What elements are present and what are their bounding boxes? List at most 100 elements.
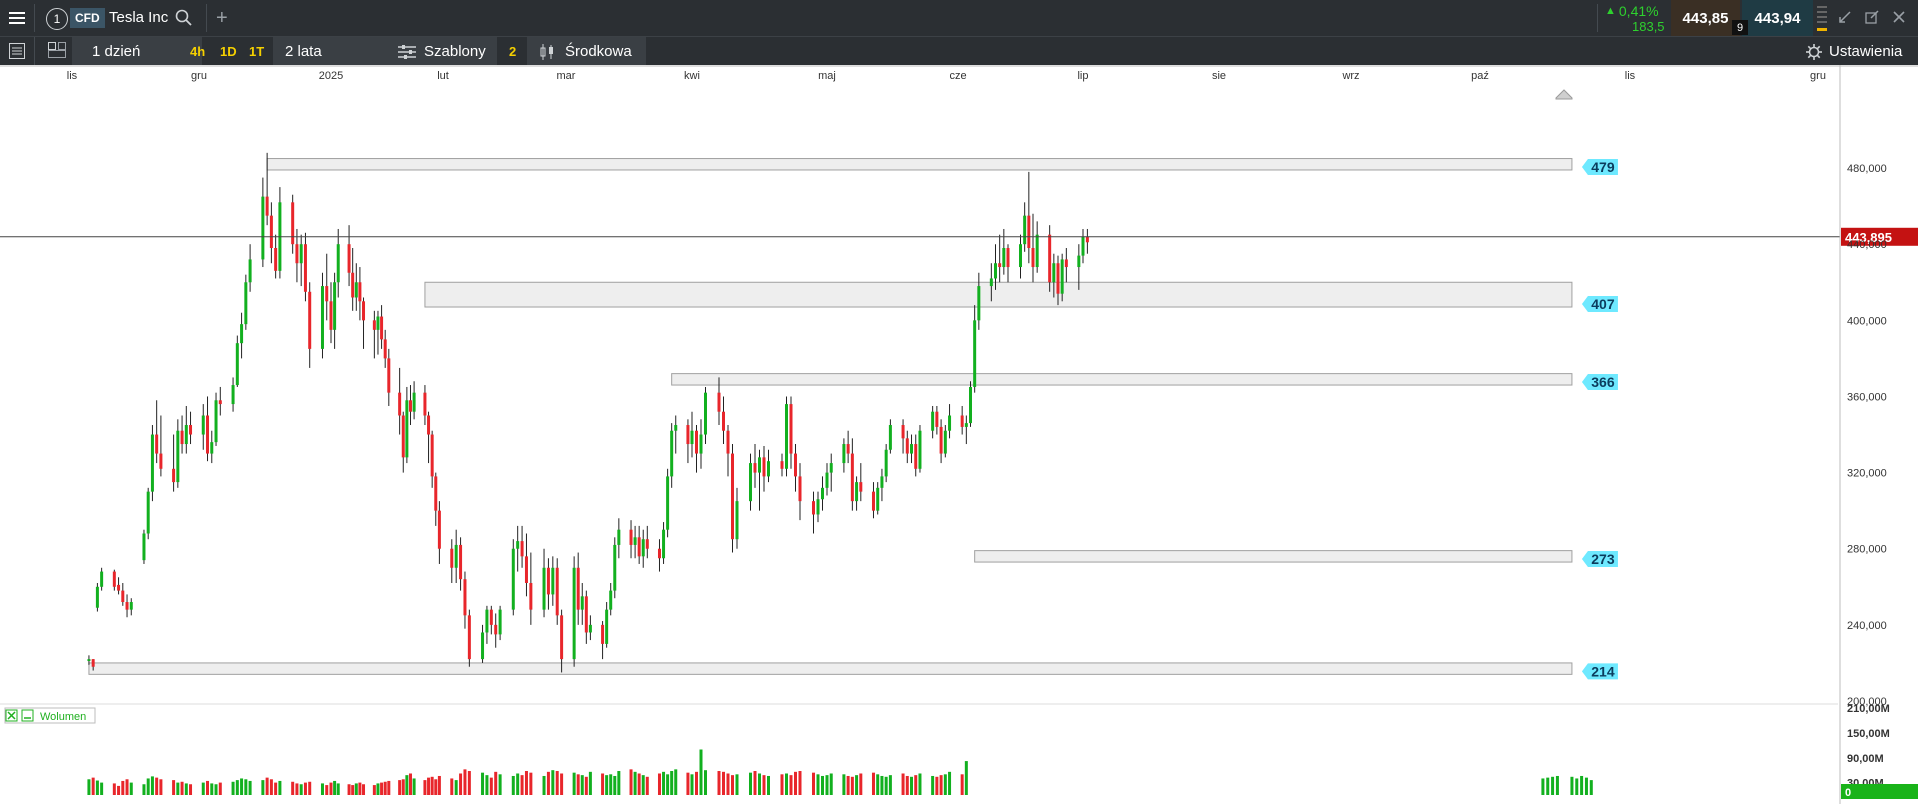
- y-tick-label: 400,000: [1847, 315, 1887, 327]
- instrument-name[interactable]: Tesla Inc: [109, 9, 169, 26]
- volume-bar: [481, 772, 485, 795]
- level-label: 214: [1591, 663, 1615, 679]
- candle-body: [1002, 248, 1006, 268]
- hamburger-menu-icon[interactable]: [6, 8, 28, 28]
- change-up-arrow-icon: ▲: [1605, 5, 1616, 17]
- candle-body: [265, 196, 269, 216]
- candle-body: [412, 392, 416, 412]
- x-tick-label: mar: [557, 70, 576, 82]
- volume-bar: [320, 783, 324, 795]
- indicator-count[interactable]: 2: [509, 44, 517, 59]
- candle-body: [362, 301, 366, 321]
- volume-bar: [437, 775, 441, 795]
- price-type-label: Środkowa: [565, 43, 632, 60]
- level-tag[interactable]: [1581, 551, 1618, 568]
- volume-bar: [218, 782, 222, 795]
- sell-price-button[interactable]: 443,85: [1671, 0, 1740, 36]
- candle-body: [454, 544, 458, 568]
- volume-bar: [588, 771, 592, 795]
- volume-bar: [572, 772, 576, 795]
- volume-bar: [749, 772, 752, 795]
- level-zone[interactable]: [424, 281, 1573, 308]
- volume-bar: [542, 775, 546, 795]
- volume-bar: [529, 772, 533, 795]
- volume-bar: [960, 774, 964, 795]
- volume-bar: [333, 780, 337, 795]
- volume-bar: [1575, 778, 1579, 795]
- close-icon[interactable]: [1892, 10, 1906, 24]
- candle-body: [430, 434, 434, 477]
- range-select[interactable]: 2 lata: [273, 37, 395, 66]
- volume-bar: [670, 771, 674, 795]
- level-zone[interactable]: [88, 662, 1573, 675]
- volume-current-tag: [1841, 784, 1918, 799]
- volume-bar: [555, 771, 559, 795]
- candle-body: [588, 624, 592, 633]
- volume-bar: [695, 771, 698, 795]
- price-chart[interactable]: lis gru 2025 lut mar kwi maj cze lip sie wrz paź lis…: [0, 65, 1918, 804]
- popout-icon[interactable]: [1865, 10, 1879, 24]
- level-zone[interactable]: [671, 373, 1573, 386]
- y-tick-label: 200,000: [1847, 696, 1887, 708]
- candle-body: [180, 430, 184, 445]
- search-icon[interactable]: [175, 9, 193, 27]
- layout-icon[interactable]: [48, 42, 66, 58]
- minimize-icon[interactable]: [1838, 10, 1852, 24]
- order-book-icon[interactable]: [1817, 4, 1829, 32]
- quick-interval-4h[interactable]: 4h: [190, 44, 206, 59]
- add-tab-icon[interactable]: +: [216, 7, 228, 29]
- candle-body: [551, 567, 555, 595]
- list-view-icon[interactable]: [9, 43, 25, 59]
- candle-body: [546, 567, 550, 595]
- quick-interval-1t[interactable]: 1T: [249, 44, 265, 59]
- settings-button[interactable]: Ustawienia: [1806, 37, 1902, 66]
- x-tick-label: gru: [191, 70, 207, 82]
- volume-bar: [674, 769, 678, 795]
- level-tag[interactable]: [1581, 663, 1618, 680]
- candle-body: [726, 430, 730, 454]
- x-tick-label: lut: [437, 70, 449, 82]
- candle-body: [960, 415, 964, 427]
- volume-bar: [269, 779, 273, 795]
- candle-body: [767, 461, 770, 477]
- volume-bar: [189, 784, 193, 795]
- volume-bar: [91, 777, 95, 795]
- volume-bar: [1584, 777, 1588, 795]
- candle-body: [914, 444, 918, 469]
- level-zone[interactable]: [974, 550, 1573, 563]
- price-type-select[interactable]: Środkowa: [527, 37, 646, 66]
- volume-close-icon[interactable]: [5, 709, 18, 722]
- candle-body: [609, 590, 613, 610]
- volume-bar: [150, 776, 154, 795]
- level-tag[interactable]: [1581, 374, 1618, 391]
- candle-body: [206, 415, 210, 454]
- candle-body: [1031, 248, 1035, 268]
- volume-bar: [914, 775, 918, 795]
- volume-bar: [244, 779, 248, 795]
- volume-bar: [325, 785, 329, 795]
- quick-interval-1d[interactable]: 1D: [220, 44, 237, 59]
- candle-body: [798, 476, 802, 502]
- volume-bar: [780, 774, 784, 795]
- candle-body: [189, 425, 193, 435]
- volume-bar: [617, 771, 621, 795]
- candle-body: [434, 476, 438, 511]
- volume-bar: [398, 780, 402, 795]
- scroll-to-latest-icon[interactable]: [1555, 89, 1573, 100]
- candle-body: [964, 423, 968, 427]
- volume-bar: [905, 775, 909, 795]
- level-tag[interactable]: [1581, 296, 1618, 313]
- volume-bar: [601, 773, 605, 795]
- candle-body: [218, 400, 222, 405]
- templates-button[interactable]: Szablony: [390, 37, 497, 66]
- candle-body: [994, 263, 997, 279]
- volume-minimize-icon[interactable]: [21, 709, 34, 722]
- candle-body: [662, 529, 666, 559]
- candle-body: [1035, 234, 1039, 268]
- level-zone[interactable]: [266, 158, 1573, 171]
- candle-body: [542, 567, 546, 610]
- interval-select[interactable]: 1 dzień: [72, 37, 202, 66]
- level-tag[interactable]: [1581, 158, 1618, 175]
- buy-price-button[interactable]: 443,94: [1742, 0, 1813, 36]
- y-tick-label: 240,000: [1847, 620, 1887, 632]
